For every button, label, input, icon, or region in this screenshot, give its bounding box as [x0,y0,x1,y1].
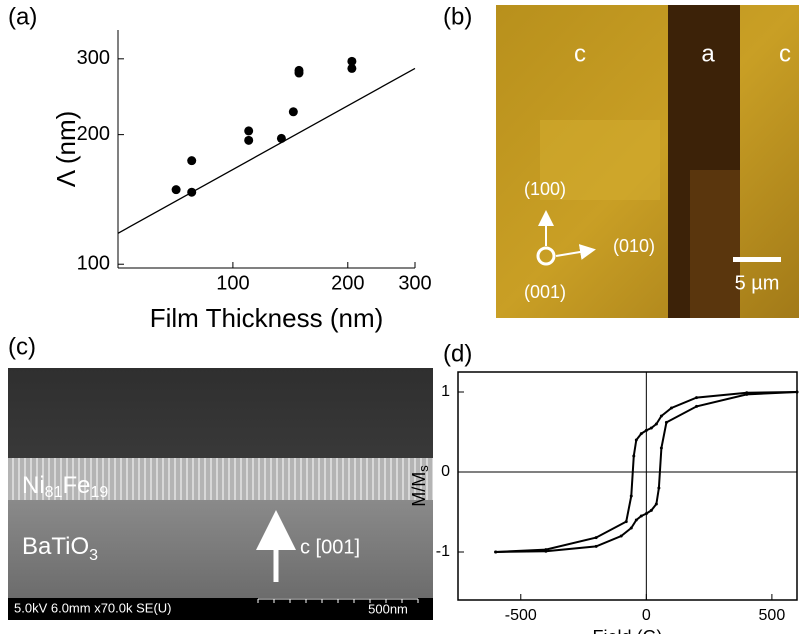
x-tick-label: 300 [398,272,431,294]
data-point [630,527,633,530]
sem-image: Ni81Fe19 BaTiO3 c [001] 5.0kV 6.0mm x70.… [8,368,433,620]
x-axis-label: Field (G) [592,627,662,634]
arrow-label: c [001] [300,536,360,558]
x-tick-label: 0 [642,607,651,624]
data-point [635,439,638,442]
panel-label: (c) [8,333,36,360]
data-point [645,429,648,432]
data-point [645,512,648,515]
x-tick-label: -500 [505,607,537,624]
data-point [655,503,658,506]
y-tick-label: 0 [441,463,450,480]
data-point [796,391,799,394]
x-tick-label: 100 [216,272,249,294]
data-point [494,551,497,554]
data-point [187,156,196,165]
y-tick-label: 300 [77,47,110,69]
data-point [660,415,663,418]
data-point [632,455,635,458]
x-tick-label: 200 [331,272,364,294]
plot-frame [458,372,797,600]
data-point [660,447,663,450]
direction-label: (001) [524,282,566,302]
data-point [244,136,253,145]
data-point [595,536,598,539]
data-point [635,519,638,522]
data-point [640,515,643,518]
data-point [665,421,668,424]
domain-label: a [701,40,715,67]
y-tick-label: 200 [77,123,110,145]
sem-info: 5.0kV 6.0mm x70.0k SE(U) [14,600,172,615]
x-tick-label: 500 [759,607,786,624]
data-point [625,520,628,523]
domain-label: c [574,40,586,67]
data-point [650,509,653,512]
data-point [655,423,658,426]
y-axis-label-sub: s [416,465,431,472]
data-point [670,407,673,410]
data-point [695,405,698,408]
direction-label: (100) [524,179,566,199]
y-axis-label: Λ (nm) [51,111,81,188]
y-tick-label: 100 [77,253,110,275]
data-point [294,66,303,75]
x-axis-label: Film Thickness (nm) [150,303,384,333]
sem-scale: 500nm [368,601,408,616]
data-point [347,64,356,73]
direction-label: (010) [613,236,655,256]
data-point [620,535,623,538]
data-point [657,487,660,490]
data-point [172,185,181,194]
domain-label: c [779,40,791,67]
data-point [595,545,598,548]
data-point [695,396,698,399]
afm-image: c a c (100) (010) (001) 5 µm [496,5,799,318]
figure: (a) (b) (c) (d) c a c (100) (010) (001) … [0,0,799,634]
data-point [244,126,253,135]
y-tick-label: -1 [436,543,450,560]
data-point [289,107,298,116]
panel-label: (d) [443,340,472,367]
y-tick-label: 1 [441,383,450,400]
data-point [650,427,653,430]
y-axis-label-main: M/M [409,472,429,507]
substrate-label: BaTiO3 [22,533,98,564]
panel-label: (b) [443,3,472,30]
panel-label: (a) [8,3,37,30]
data-line [118,68,415,233]
data-point [745,393,748,396]
data-point [544,550,547,553]
data-point [630,495,633,498]
data-point [640,432,643,435]
scale-bar-label: 5 µm [735,272,780,294]
